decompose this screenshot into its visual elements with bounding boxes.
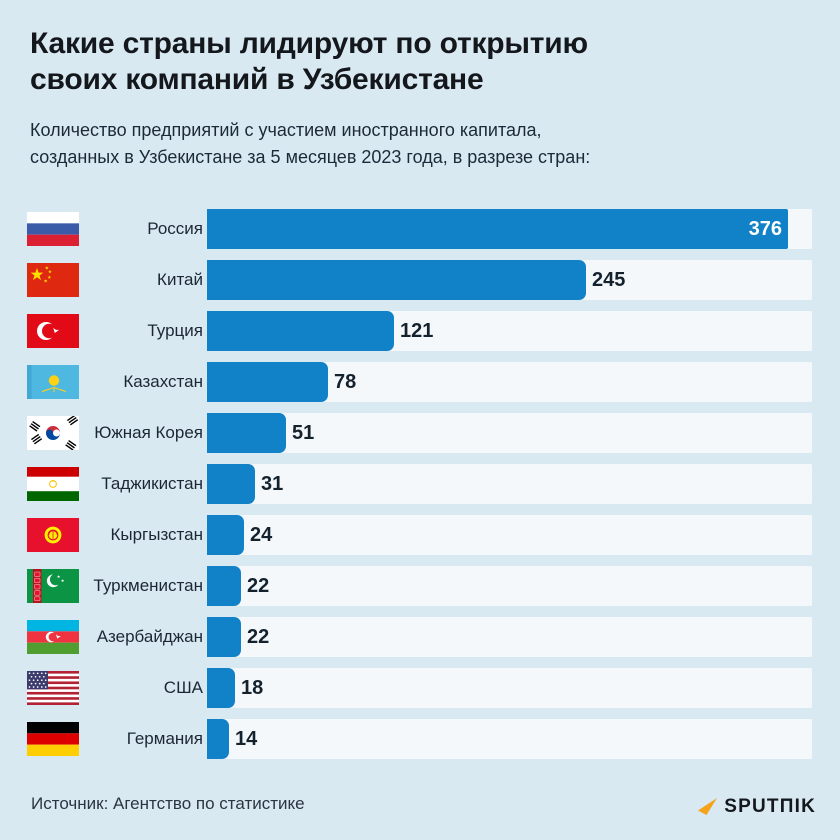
bar-track [207,413,812,453]
logo-arrow-icon [698,798,718,815]
country-label: США [163,678,203,697]
chart-row: Таджикистан 31 [0,458,840,509]
country-label: Россия [147,219,203,238]
flag-azerbaijan-icon [27,620,79,654]
chart-row: США 18 [0,662,840,713]
page-title: Какие страны лидируют по открытию своих … [30,27,588,96]
logo-wordmark: SPUTПIK [724,796,816,817]
chart-row: Кыргызстан 24 [0,509,840,560]
flag-germany-icon [27,722,79,756]
bar-value: 51 [292,422,315,444]
bar [207,260,586,300]
bar [207,311,394,351]
bar-value: 18 [241,677,264,699]
flag-china-icon [27,263,79,297]
bar [207,413,286,453]
flag-turkey-icon [27,314,79,348]
chart-row: Южная Корея 51 [0,407,840,458]
country-label: Кыргызстан [110,525,203,544]
country-label: Турция [147,321,203,340]
source-note: Источник: Агентство по статистике [31,794,305,813]
country-label: Казахстан [123,372,203,391]
bar-value: 78 [334,371,357,393]
flag-russia-icon [27,212,79,246]
country-label: Азербайджан [96,627,203,646]
chart-row: Турция 121 [0,305,840,356]
flag-turkmenistan-icon [27,569,79,603]
bar-track [207,515,812,555]
chart-row: Германия 14 [0,713,840,764]
bar-value: 31 [261,473,284,495]
chart-row: Казахстан 78 [0,356,840,407]
bar [207,464,255,504]
sputnik-logo: SPUTПIK [697,797,816,816]
bar-value: 22 [247,575,270,597]
country-label: Германия [126,729,203,748]
bar [207,617,241,657]
bar [207,668,235,708]
bar [207,362,328,402]
bar-value: 24 [250,524,273,546]
bar [207,719,229,759]
bar-value: 121 [400,320,434,342]
bar-chart: Россия 376 Китай 245 Турция 121 Казахстан 78 Южн… [0,203,840,764]
chart-row: Азербайджан 22 [0,611,840,662]
bar-value: 22 [247,626,270,648]
bar [207,566,241,606]
country-label: Южная Корея [94,423,203,442]
bar [207,209,788,249]
bar-track [207,719,812,759]
bar [207,515,244,555]
bar-track [207,464,812,504]
flag-south-korea-icon [27,416,79,450]
footer: Источник: Агентство по статистике SPUTПI… [0,775,840,840]
flag-tajikistan-icon [27,467,79,501]
bar-track [207,668,812,708]
bar-track [207,566,812,606]
flag-usa-icon [27,671,79,705]
bar-value: 376 [748,218,782,240]
bar-value: 14 [235,728,258,750]
chart-row: Россия 376 [0,203,840,254]
header: Какие страны лидируют по открытию своих … [30,26,820,171]
page-subtitle: Количество предприятий с участием иностр… [30,120,591,167]
country-label: Таджикистан [101,474,203,493]
bar-track [207,617,812,657]
country-label: Китай [157,270,203,289]
chart-row: Китай 245 [0,254,840,305]
chart-row: Туркменистан 22 [0,560,840,611]
bar-value: 245 [592,269,626,291]
flag-kazakhstan-icon [27,365,79,399]
country-label: Туркменистан [93,576,203,595]
flag-kyrgyzstan-icon [27,518,79,552]
